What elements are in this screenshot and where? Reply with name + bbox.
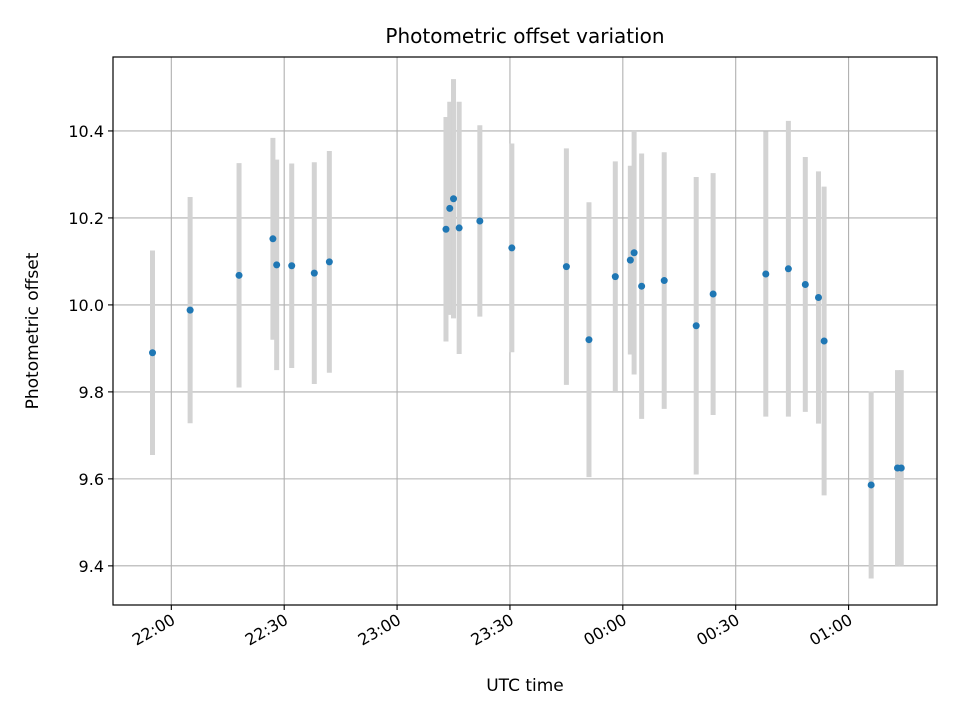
data-point	[269, 235, 277, 243]
data-points	[149, 195, 905, 489]
data-point	[709, 290, 717, 298]
data-point	[310, 269, 318, 277]
data-point	[562, 263, 570, 271]
y-tick-label: 9.4	[79, 557, 104, 576]
data-point	[476, 217, 484, 225]
data-point	[446, 204, 454, 212]
chart-title: Photometric offset variation	[385, 24, 664, 48]
data-point	[867, 481, 875, 489]
data-point	[638, 282, 646, 290]
data-point	[897, 464, 905, 472]
data-point	[611, 273, 619, 281]
data-point	[660, 277, 668, 285]
x-tick-label: 23:30	[468, 610, 517, 650]
data-point	[508, 244, 516, 252]
y-tick-label: 10.0	[68, 296, 104, 315]
y-tick-label: 10.4	[68, 122, 104, 141]
data-point	[450, 195, 458, 203]
data-point	[784, 265, 792, 273]
data-point	[801, 280, 809, 288]
data-point	[814, 294, 822, 302]
x-tick-label: 23:00	[355, 610, 404, 650]
data-point	[585, 336, 593, 344]
y-tick-label: 9.6	[79, 470, 104, 489]
x-axis-label: UTC time	[486, 676, 564, 696]
y-tick-label: 10.2	[68, 209, 104, 228]
data-point	[762, 270, 770, 278]
y-tick-label: 9.8	[79, 383, 104, 402]
data-point	[149, 349, 157, 357]
x-axis: 22:00 22:30 23:00 23:30 00:00 00:30 01:00	[129, 605, 856, 650]
y-axis-label: Photometric offset	[23, 252, 43, 409]
x-tick-label: 01:00	[806, 610, 855, 650]
x-tick-label: 22:00	[129, 610, 178, 650]
data-point	[186, 306, 194, 314]
grid	[113, 57, 937, 605]
data-point	[692, 322, 700, 330]
error-bars	[150, 79, 904, 579]
x-tick-label: 22:30	[242, 610, 291, 650]
data-point	[820, 337, 828, 345]
data-point	[455, 224, 463, 232]
data-point	[288, 262, 296, 270]
x-tick-label: 00:30	[693, 610, 742, 650]
data-point	[325, 258, 333, 266]
data-point	[273, 261, 281, 269]
x-tick-label: 00:00	[580, 610, 629, 650]
data-point	[630, 249, 638, 257]
data-point	[442, 225, 450, 233]
data-point	[626, 256, 634, 264]
plot-frame	[112, 56, 938, 606]
y-axis: 9.4 9.6 9.8 10.0 10.2 10.4	[68, 122, 113, 576]
data-point	[235, 271, 243, 279]
